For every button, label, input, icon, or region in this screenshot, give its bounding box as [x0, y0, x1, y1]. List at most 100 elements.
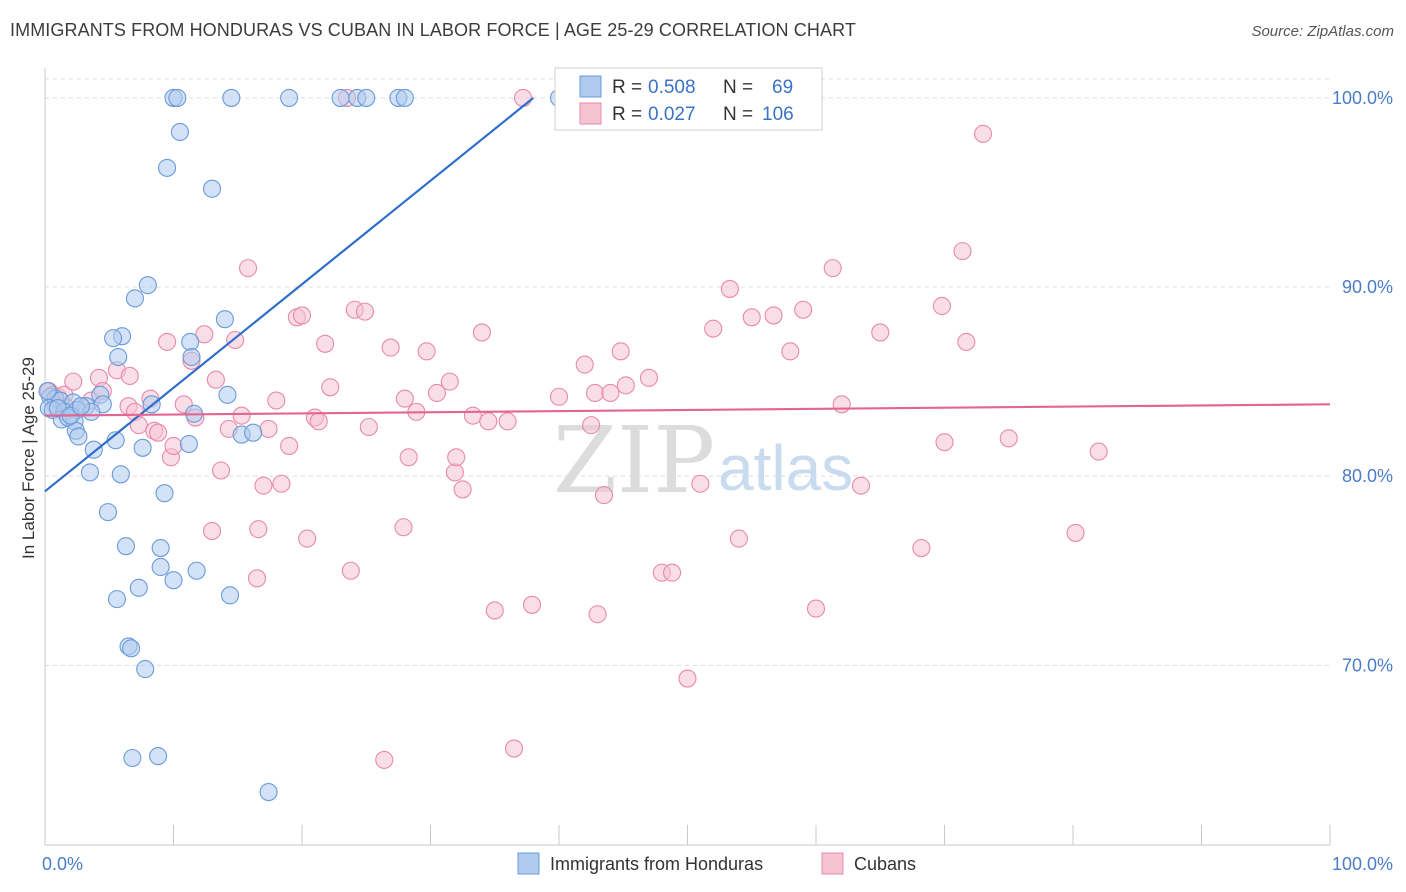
legend-swatch-cubans: [579, 102, 602, 125]
point-honduras: [170, 122, 189, 142]
x-tick-labels: 0.0% 100.0%: [42, 854, 1393, 874]
series-legend: Immigrants from Honduras Cubans: [517, 852, 916, 875]
legend-n-value: 69: [772, 77, 793, 98]
point-honduras: [395, 88, 414, 107]
point-cuban: [463, 406, 482, 425]
point-cuban: [663, 563, 682, 582]
point-cuban: [1066, 523, 1085, 542]
point-cuban: [254, 476, 273, 495]
point-cuban: [935, 433, 954, 452]
point-cuban: [678, 669, 697, 688]
point-cuban: [341, 561, 360, 580]
point-cuban: [1089, 442, 1108, 461]
point-honduras: [109, 347, 128, 367]
point-honduras: [122, 639, 141, 658]
point-cuban: [729, 529, 748, 548]
point-cuban: [195, 325, 214, 344]
chart-title: IMMIGRANTS FROM HONDURAS VS CUBAN IN LAB…: [10, 20, 856, 40]
point-cuban: [453, 480, 472, 499]
point-honduras: [107, 590, 127, 609]
point-cuban: [485, 601, 504, 620]
point-cuban: [120, 366, 139, 385]
point-cuban: [427, 383, 446, 403]
point-cuban: [764, 306, 783, 325]
y-tick-labels: 70.0% 80.0% 90.0% 100.0%: [1332, 88, 1393, 675]
point-cuban: [440, 372, 459, 391]
point-honduras: [116, 537, 136, 556]
point-honduras: [129, 578, 148, 597]
point-cuban: [957, 332, 976, 351]
point-honduras: [203, 179, 222, 198]
point-honduras: [71, 397, 91, 416]
point-honduras: [218, 385, 237, 404]
point-honduras: [331, 88, 350, 107]
bottom-legend-swatch-honduras: [517, 852, 540, 875]
legend-r-label: R =: [612, 104, 642, 125]
point-cuban: [249, 520, 268, 539]
y-axis-label: In Labor Force | Age 25-29: [19, 357, 38, 559]
point-honduras: [181, 332, 200, 351]
point-honduras: [104, 329, 123, 348]
point-cuban: [851, 476, 871, 495]
point-cuban: [616, 376, 635, 395]
point-cuban: [164, 436, 183, 455]
point-cuban: [259, 419, 278, 438]
point-honduras: [182, 347, 201, 367]
point-cuban: [806, 599, 826, 618]
point-cuban: [871, 323, 890, 342]
trendline-honduras: [44, 97, 534, 493]
x-tick-label: 100.0%: [1332, 854, 1393, 874]
point-cuban: [832, 395, 851, 414]
trendline-cubans: [44, 403, 1331, 417]
point-cuban: [611, 342, 630, 361]
point-cuban: [582, 416, 601, 435]
point-cuban: [355, 302, 375, 321]
point-cuban: [381, 338, 400, 357]
point-honduras: [123, 748, 142, 768]
y-tick-label: 70.0%: [1342, 655, 1393, 675]
point-honduras: [187, 561, 206, 580]
point-cuban: [781, 342, 800, 361]
legend-n-label: N =: [723, 104, 753, 125]
point-cuban: [585, 383, 605, 403]
point-cuban: [588, 605, 607, 624]
point-cuban: [359, 417, 378, 437]
point-honduras: [220, 586, 240, 605]
point-cuban: [720, 279, 739, 298]
point-honduras: [69, 427, 88, 446]
x-tick-label: 0.0%: [42, 854, 83, 874]
legend-r-label: R =: [612, 77, 642, 98]
point-honduras: [164, 571, 183, 590]
point-cuban: [375, 750, 394, 769]
axes: [44, 68, 1331, 846]
point-honduras: [136, 660, 155, 679]
y-tick-label: 90.0%: [1342, 277, 1393, 297]
point-honduras: [222, 88, 241, 107]
point-honduras: [259, 782, 278, 802]
point-cuban: [64, 372, 83, 391]
point-honduras: [98, 503, 118, 522]
watermark-zip: ZIP: [553, 407, 715, 514]
legend-swatch-honduras: [579, 75, 602, 98]
point-cuban: [639, 368, 659, 387]
y-tick-label: 100.0%: [1332, 88, 1393, 108]
point-cuban: [522, 595, 542, 614]
point-honduras: [138, 276, 157, 295]
point-cuban: [316, 334, 335, 353]
legend-r-value: 0.027: [648, 104, 696, 125]
point-cuban: [211, 461, 231, 480]
point-honduras: [84, 440, 103, 459]
source-credit: Source: ZipAtlas.com: [1251, 23, 1394, 40]
point-cuban: [823, 259, 842, 278]
point-honduras: [215, 310, 234, 329]
point-honduras: [179, 434, 198, 454]
point-honduras: [151, 557, 170, 577]
point-cuban: [999, 429, 1018, 448]
point-cuban: [267, 391, 286, 410]
stats-legend: R = 0.508 N = 69 R = 0.027 N = 106: [554, 67, 823, 131]
point-cuban: [445, 463, 464, 482]
point-honduras: [158, 158, 177, 177]
point-honduras: [80, 463, 100, 482]
point-cuban: [479, 412, 498, 431]
point-cuban: [549, 387, 569, 406]
